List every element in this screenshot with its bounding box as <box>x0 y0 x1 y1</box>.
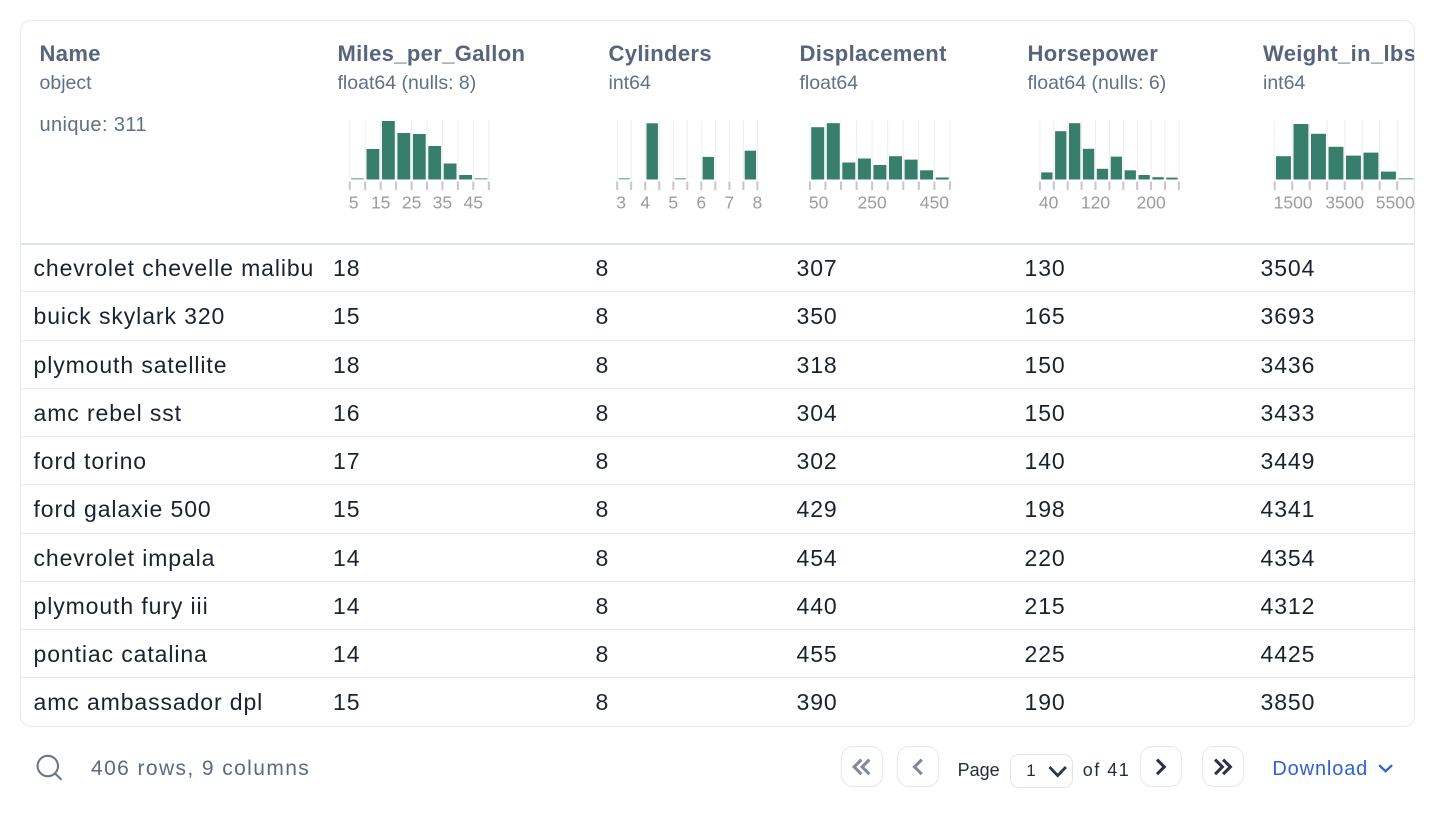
svg-text:50: 50 <box>808 192 828 212</box>
svg-text:7: 7 <box>724 192 734 212</box>
svg-text:8: 8 <box>752 192 762 212</box>
svg-text:4: 4 <box>640 192 650 212</box>
svg-text:3: 3 <box>616 192 626 212</box>
svg-text:15: 15 <box>370 192 389 212</box>
svg-text:200: 200 <box>1136 192 1165 212</box>
svg-text:5: 5 <box>348 192 358 212</box>
svg-text:5: 5 <box>668 192 678 212</box>
svg-text:450: 450 <box>919 192 948 212</box>
svg-text:40: 40 <box>1038 192 1058 212</box>
svg-text:45: 45 <box>463 192 482 212</box>
svg-text:3500: 3500 <box>1325 192 1364 212</box>
svg-text:120: 120 <box>1080 192 1109 212</box>
svg-text:5500: 5500 <box>1375 192 1414 212</box>
svg-text:1500: 1500 <box>1273 192 1312 212</box>
svg-text:35: 35 <box>432 192 451 212</box>
svg-text:25: 25 <box>401 192 420 212</box>
svg-text:250: 250 <box>857 192 886 212</box>
svg-text:6: 6 <box>696 192 706 212</box>
